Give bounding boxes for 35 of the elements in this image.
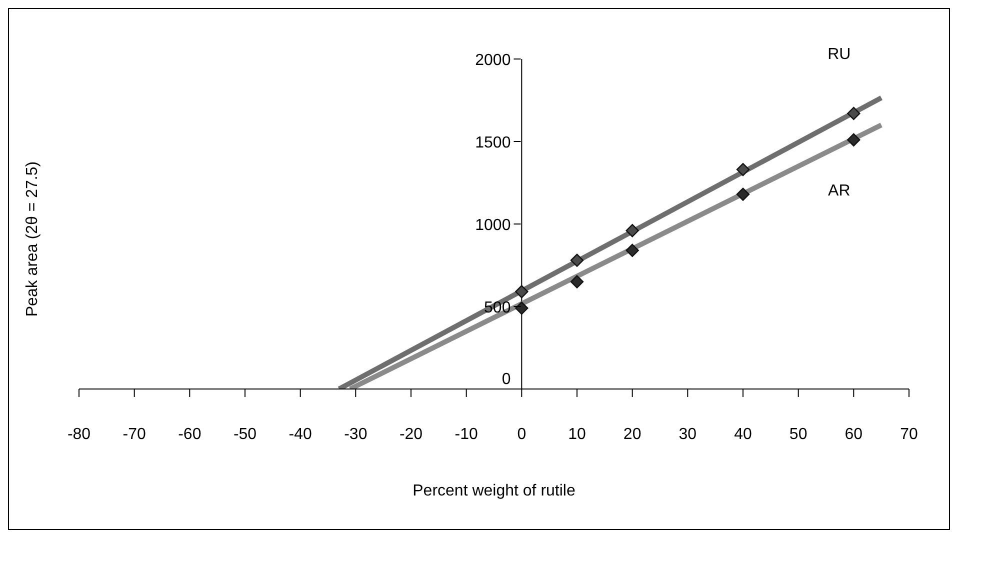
x-tick-label: -60 bbox=[178, 426, 202, 443]
text: AR bbox=[828, 182, 850, 200]
point bbox=[570, 254, 584, 267]
x-tick-label: -40 bbox=[288, 426, 312, 443]
y-tick-label: 500 bbox=[484, 300, 511, 316]
point bbox=[736, 162, 750, 176]
x-tick-label: -30 bbox=[344, 426, 368, 443]
x-tick-label: -10 bbox=[454, 426, 478, 443]
x-tick-label: -70 bbox=[122, 426, 146, 443]
x-tick-label: -50 bbox=[233, 426, 257, 443]
x-tick-label: 30 bbox=[678, 426, 697, 443]
point bbox=[515, 285, 528, 298]
x-tick-label: 50 bbox=[789, 426, 808, 443]
point bbox=[626, 244, 639, 257]
x-tick-label: -80 bbox=[67, 426, 91, 443]
x-tick-label: 10 bbox=[568, 426, 586, 443]
point bbox=[847, 106, 860, 120]
y-tick-label: 1500 bbox=[475, 134, 511, 152]
point bbox=[515, 302, 528, 315]
point bbox=[847, 133, 860, 146]
x-tick-label: 60 bbox=[844, 426, 863, 443]
y-tick-label: 2000 bbox=[475, 52, 511, 69]
x-axis-title: Percent weight of rutile bbox=[412, 482, 576, 500]
point bbox=[570, 275, 584, 288]
text: RU bbox=[828, 46, 851, 63]
point bbox=[736, 188, 750, 201]
x-tick-label: 20 bbox=[623, 426, 642, 443]
x-tick-label: 40 bbox=[734, 426, 752, 443]
y-tick-label: 0 bbox=[502, 371, 511, 388]
x-tick-label: 0 bbox=[517, 426, 526, 443]
x-tick-label: -20 bbox=[399, 426, 423, 443]
y-axis-title: Peak area (2θ = 27.5) bbox=[24, 161, 41, 317]
y-tick-label: 1000 bbox=[475, 217, 511, 234]
x-tick-label: 70 bbox=[900, 426, 918, 443]
point bbox=[626, 224, 639, 238]
